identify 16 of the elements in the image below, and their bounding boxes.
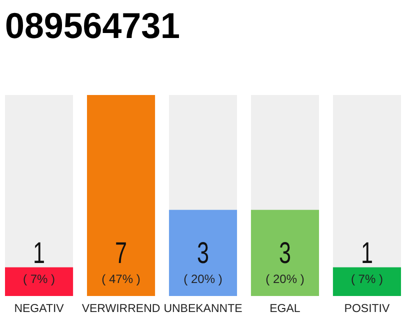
x-tick-label: UNBEKANNTE [164,303,243,315]
x-tick-label: NEGATIV [14,303,64,315]
x-tick-label: EGAL [270,303,301,315]
x-tick-label: POSITIV [344,303,390,315]
data-label: 7 [115,237,132,270]
annotation: ( 47% ) [102,272,140,286]
x-tick-label: VERWIRREND [82,303,160,315]
annotation: ( 7% ) [23,272,56,286]
annotation: ( 20% ) [266,272,304,286]
chart-title: 089564731 [5,5,186,46]
data-label: 3 [197,237,214,270]
data-label: 3 [278,237,296,270]
data-label: 1 [33,237,50,270]
annotation: ( 20% ) [184,272,222,286]
annotation: ( 7% ) [350,272,383,286]
data-label: 1 [360,237,378,270]
